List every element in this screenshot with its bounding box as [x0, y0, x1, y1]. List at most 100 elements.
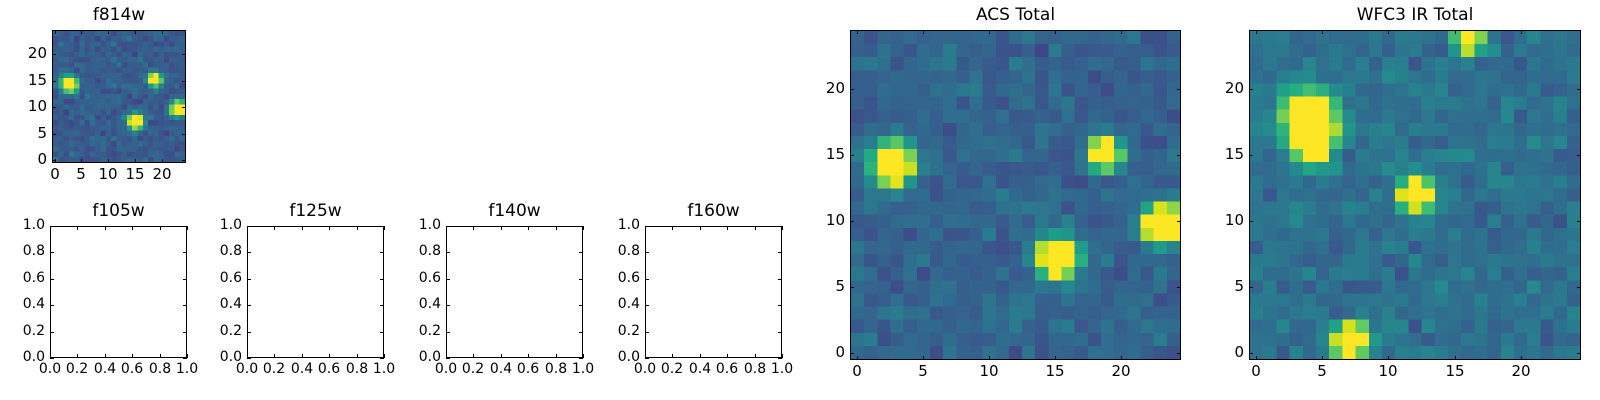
panel-title-f105w: f105w: [92, 201, 145, 221]
tick-mark: [50, 226, 51, 230]
tick-mark: [182, 54, 186, 55]
y-tick-label: 0.8: [418, 243, 441, 259]
tick-mark: [162, 30, 163, 34]
tick-mark: [182, 107, 186, 108]
tick-mark: [380, 279, 384, 280]
tick-mark: [778, 226, 782, 227]
x-tick-label: 10: [1378, 362, 1398, 380]
plot-area-f105w[interactable]: [50, 226, 187, 358]
tick-mark: [645, 226, 649, 227]
tick-mark: [645, 279, 649, 280]
heatmap-wfc3-ir-total[interactable]: [1249, 30, 1581, 360]
x-tick-label: 20: [1511, 362, 1531, 380]
y-tick-label: 5: [1234, 277, 1244, 295]
tick-mark: [247, 305, 251, 306]
y-tick-label: 20: [27, 44, 47, 62]
x-tick-label: 0.0: [38, 361, 62, 377]
x-tick-label: 10: [98, 165, 118, 183]
heatmap-f814w[interactable]: [52, 30, 186, 163]
tick-mark: [183, 226, 187, 227]
tick-mark: [446, 354, 447, 358]
heatmap-acs-total[interactable]: [850, 30, 1181, 360]
tick-mark: [1249, 155, 1253, 156]
tick-mark: [501, 226, 502, 230]
tick-mark: [1577, 221, 1581, 222]
y-tick-label: 0.2: [418, 323, 441, 339]
tick-mark: [1177, 221, 1181, 222]
y-tick-label: 0.4: [617, 296, 640, 312]
tick-mark: [1577, 155, 1581, 156]
tick-mark: [1521, 30, 1522, 34]
tick-mark: [52, 134, 56, 135]
x-tick-label: 0: [852, 362, 862, 380]
tick-mark: [52, 160, 56, 161]
x-tick-label: 1.0: [175, 361, 199, 377]
x-tick-label: 0.6: [715, 361, 739, 377]
tick-mark: [183, 279, 187, 280]
x-tick-label: 0.8: [544, 361, 568, 377]
tick-mark: [132, 354, 133, 358]
y-tick-label: 0.0: [418, 349, 441, 365]
tick-mark: [857, 30, 858, 34]
tick-mark: [52, 107, 56, 108]
plot-area-f125w[interactable]: [247, 226, 384, 358]
x-tick-label: 5: [1317, 362, 1327, 380]
y-tick-label: 0.0: [617, 349, 640, 365]
tick-mark: [81, 159, 82, 163]
plot-area-f140w[interactable]: [446, 226, 583, 358]
tick-mark: [50, 354, 51, 358]
tick-mark: [672, 226, 673, 230]
tick-mark: [50, 252, 54, 253]
x-tick-label: 15: [125, 165, 145, 183]
tick-mark: [55, 30, 56, 34]
y-tick-label: 0.6: [617, 270, 640, 286]
y-tick-label: 0.0: [22, 349, 45, 365]
plot-area-f160w[interactable]: [645, 226, 782, 358]
tick-mark: [1256, 30, 1257, 34]
y-tick-label: 0.2: [617, 323, 640, 339]
x-tick-label: 0.2: [660, 361, 684, 377]
tick-mark: [645, 358, 649, 359]
tick-mark: [302, 226, 303, 230]
x-tick-label: 0.8: [345, 361, 369, 377]
tick-mark: [1121, 30, 1122, 34]
tick-mark: [380, 226, 384, 227]
tick-mark: [501, 354, 502, 358]
tick-mark: [1055, 30, 1056, 34]
x-tick-label: 1.0: [571, 361, 595, 377]
tick-mark: [446, 226, 450, 227]
tick-mark: [778, 252, 782, 253]
tick-mark: [446, 279, 450, 280]
y-tick-label: 10: [27, 97, 47, 115]
tick-mark: [528, 354, 529, 358]
tick-mark: [1249, 89, 1253, 90]
x-tick-label: 0.4: [489, 361, 513, 377]
y-tick-label: 10: [825, 211, 845, 229]
tick-mark: [77, 354, 78, 358]
tick-mark: [105, 226, 106, 230]
tick-mark: [329, 354, 330, 358]
tick-mark: [380, 305, 384, 306]
y-tick-label: 0.6: [22, 270, 45, 286]
tick-mark: [579, 332, 583, 333]
y-tick-label: 0.8: [219, 243, 242, 259]
x-tick-label: 5: [918, 362, 928, 380]
tick-mark: [1249, 287, 1253, 288]
tick-mark: [446, 252, 450, 253]
x-tick-label: 0.2: [65, 361, 89, 377]
tick-mark: [989, 356, 990, 360]
tick-mark: [778, 358, 782, 359]
x-tick-label: 0.4: [290, 361, 314, 377]
tick-mark: [755, 354, 756, 358]
tick-mark: [108, 30, 109, 34]
y-tick-label: 0.4: [418, 296, 441, 312]
tick-mark: [274, 226, 275, 230]
tick-mark: [700, 226, 701, 230]
tick-mark: [50, 279, 54, 280]
tick-mark: [183, 305, 187, 306]
panel-title-f814w: f814w: [92, 5, 146, 25]
tick-mark: [187, 354, 188, 358]
tick-mark: [1055, 356, 1056, 360]
tick-mark: [108, 159, 109, 163]
tick-mark: [132, 226, 133, 230]
